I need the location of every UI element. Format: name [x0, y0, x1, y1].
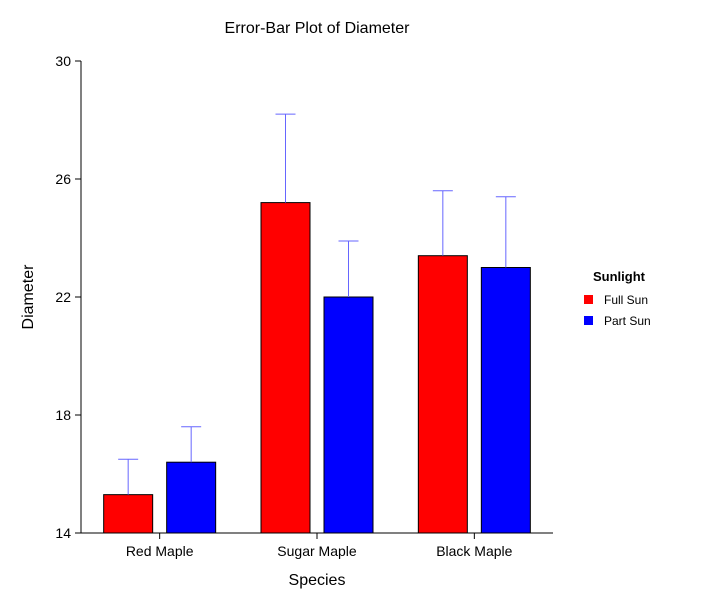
- legend-label-1: Part Sun: [604, 314, 651, 328]
- x-tick-label-0: Red Maple: [126, 543, 194, 559]
- y-axis-label: Diameter: [20, 264, 37, 330]
- bar-part-sun-0: [166, 461, 217, 534]
- bars-group: [103, 202, 531, 534]
- y-tick-label-0: 14: [55, 525, 71, 541]
- y-tick-label-3: 26: [55, 171, 71, 187]
- bar-full-sun-2: [417, 255, 468, 534]
- y-tick-label-2: 22: [55, 289, 71, 305]
- y-axis: 14 18 22 26 30: [55, 53, 82, 541]
- x-tick-label-2: Black Maple: [436, 543, 512, 559]
- legend-swatch-0: [584, 295, 593, 304]
- x-tick-label-1: Sugar Maple: [277, 543, 357, 559]
- legend-swatch-1: [584, 316, 593, 325]
- bar-part-sun-2: [480, 267, 531, 534]
- legend-label-0: Full Sun: [604, 293, 648, 307]
- bar-full-sun-1: [260, 202, 311, 534]
- bar-part-sun-1: [323, 296, 374, 534]
- legend: Sunlight Full Sun Part Sun: [584, 269, 651, 328]
- y-tick-label-1: 18: [55, 407, 71, 423]
- x-axis-label: Species: [289, 572, 346, 589]
- chart-title: Error-Bar Plot of Diameter: [225, 20, 411, 37]
- x-axis: Red Maple Sugar Maple Black Maple: [81, 532, 553, 559]
- legend-title: Sunlight: [593, 269, 646, 284]
- error-bars-group: [118, 113, 516, 495]
- y-tick-label-4: 30: [55, 53, 71, 69]
- bar-full-sun-0: [103, 494, 154, 534]
